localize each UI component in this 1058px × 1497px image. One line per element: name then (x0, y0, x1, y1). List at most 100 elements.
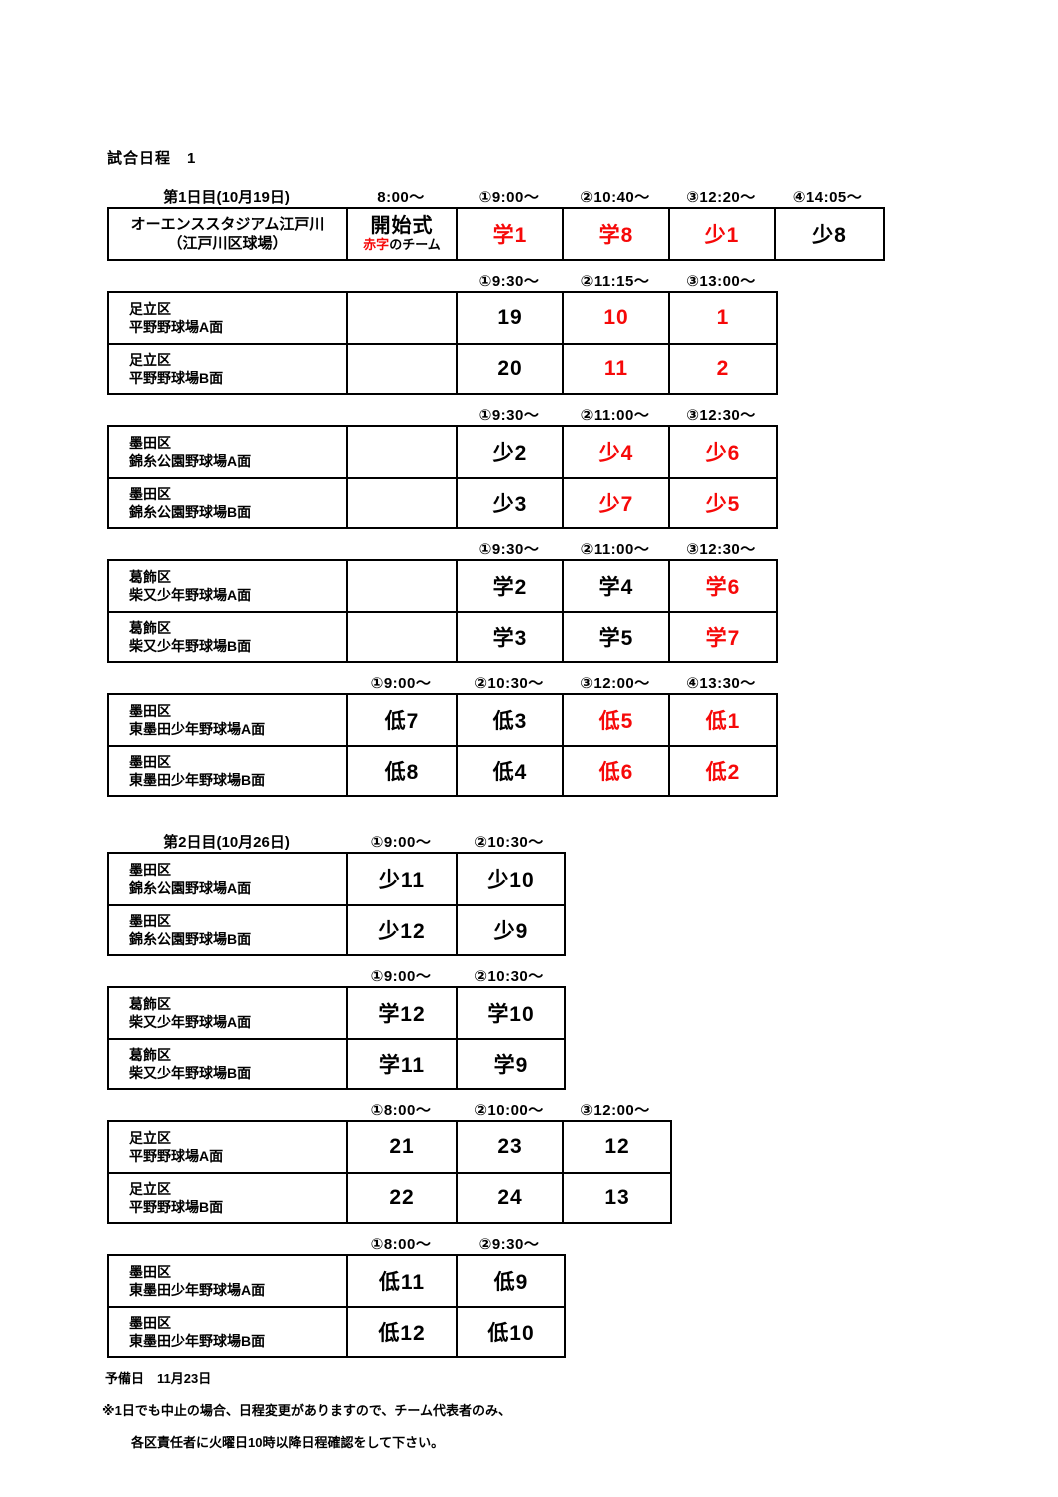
time-header-row: ①9:00～ ②10:30～ (107, 965, 566, 985)
match-cell: 低8 (348, 745, 458, 795)
match-cell: 少7 (564, 477, 670, 527)
match-cell: 少3 (458, 477, 564, 527)
match-cell: 学9 (458, 1038, 564, 1088)
venue-line: 錦糸公園野球場A面 (129, 880, 252, 896)
venue-cell: 葛飾区 柴又少年野球場A面 (109, 561, 348, 611)
sections: 第1日目(10月19日) 8:00～ ①9:00～ ②10:40～ ③12:20～ ④14… (107, 186, 1007, 1358)
match-cell: 23 (458, 1122, 564, 1172)
empty-cell (348, 611, 458, 661)
venue-cell: 墨田区 東墨田少年野球場A面 (109, 1256, 348, 1306)
venue-line: 葛飾区 (129, 619, 171, 636)
empty-cell (348, 293, 458, 343)
venue-cell: 墨田区錦糸公園野球場A面 (109, 854, 348, 904)
ceremony-subtitle-rest: のチーム (389, 237, 441, 253)
match-cell: 学11 (348, 1038, 458, 1088)
match-cell: 1 (716, 306, 730, 329)
time-label: ③12:00～ (580, 1102, 650, 1119)
venue-line: 足立区 (129, 300, 171, 317)
match-cell: 19 (458, 293, 564, 343)
venue-line: 墨田区 (129, 753, 171, 770)
time-label: ①9:30～ (478, 541, 540, 558)
ceremony-cell: 開始式 赤字のチーム (348, 209, 458, 259)
reserve-day-note: 予備日 11月23日 (105, 1371, 212, 1386)
venue-line: 東墨田少年野球場A面 (129, 721, 266, 737)
match-cell: 学2 (458, 561, 564, 611)
time-label: ①9:30～ (478, 407, 540, 424)
venue-cell: 墨田区 東墨田少年野球場A面 (109, 695, 348, 745)
venue-cell: オーエンススタジアム江戸川 （江戸川区球場） (109, 209, 348, 259)
match-cell: 低10 (458, 1306, 564, 1356)
match-cell: 少9 (458, 904, 564, 954)
schedule-table: 墨田区 東墨田少年野球場A面 低11 低9 墨田区 東墨田少年野球場B面 低12 低10 (107, 1254, 566, 1358)
schedule-table: 墨田区 錦糸公園野球場A面 少2 少4 少6 墨田区 錦糸公園野球場B面 少3 少7 少5 (107, 425, 778, 529)
time-header-row: ①8:00～ ②10:00～ ③12:00～ (107, 1099, 672, 1119)
day-label: 第2日目(10月26日) (163, 834, 290, 851)
match-cell: 学6 (705, 576, 741, 599)
empty-cell (348, 477, 458, 527)
match-cell: 少2 (458, 427, 564, 477)
venue-line: 平野野球場A面 (129, 1148, 224, 1164)
time-label: ②11:00～ (580, 407, 650, 424)
match-cell: 20 (458, 343, 564, 393)
venue-line: （江戸川区球場） (167, 235, 288, 252)
match-cell: 低7 (348, 695, 458, 745)
schedule-section: ①8:00～ ②9:30～ 墨田区 東墨田少年野球場A面 低11 低9 墨田区 東墨田少年野球… (107, 1233, 566, 1358)
match-cell: 10 (564, 293, 670, 343)
match-cell: 少1 (670, 209, 776, 259)
match-cell: 学4 (564, 561, 670, 611)
venue-cell: 足立区平野野球場A面 (109, 293, 348, 343)
ceremony-subtitle-red: 赤字 (363, 237, 390, 253)
schedule-table: 足立区 平野野球場A面 19 10 1 足立区 平野野球場B面 20 11 2 (107, 291, 778, 395)
venue-cell: 墨田区東墨田少年野球場B面 (109, 745, 348, 795)
match-cell: 学7 (670, 611, 776, 661)
venue-line: 葛飾区 (129, 568, 171, 585)
empty-cell (348, 427, 458, 477)
venue-cell: 足立区 平野野球場B面 (109, 1172, 348, 1222)
time-label: ①8:00～ (370, 1236, 432, 1253)
time-header-row: ①9:30～ ②11:00～ ③12:30～ (107, 404, 778, 424)
time-header-row: 第1日目(10月19日) 8:00～ ①9:00～ ②10:40～ ③12:20～ ④14… (107, 186, 885, 206)
match-cell: 12 (604, 1135, 630, 1158)
schedule-table: オーエンススタジアム江戸川 （江戸川区球場） 開始式 赤字のチーム 学1 学8 少1 少8 (107, 207, 885, 261)
match-cell: 低4 (458, 745, 564, 795)
match-cell: 学5 (564, 611, 670, 661)
match-cell: 低2 (670, 745, 776, 795)
match-cell: 低12 (348, 1306, 458, 1356)
time-header-row: 第2日目(10月26日) ①9:00～ ②10:30～ (107, 831, 566, 851)
match-cell: 21 (348, 1122, 458, 1172)
venue-line: 葛飾区 (129, 995, 171, 1012)
venue-line: 墨田区 (129, 1263, 171, 1280)
match-cell: 13 (564, 1172, 670, 1222)
time-label: ②10:30～ (474, 968, 544, 985)
venue-cell: 足立区 平野野球場A面 (109, 1122, 348, 1172)
venue-line: 平野野球場A面 (129, 319, 224, 335)
venue-line: 東墨田少年野球場B面 (129, 1333, 266, 1349)
match-cell: 少11 (348, 854, 458, 904)
empty-cell (348, 343, 458, 393)
venue-line: 東墨田少年野球場B面 (129, 772, 266, 788)
match-cell: 学12 (348, 988, 458, 1038)
day-label: 第1日目(10月19日) (163, 189, 290, 206)
venue-line: 墨田区 (129, 1314, 171, 1331)
match-cell: 学10 (487, 1003, 535, 1026)
venue-line: 錦糸公園野球場B面 (129, 504, 252, 520)
time-label: ③12:20～ (686, 189, 756, 206)
time-label: ④13:30～ (686, 675, 756, 692)
venue-line: 墨田区 (129, 861, 171, 878)
match-cell: 24 (458, 1172, 564, 1222)
venue-line: 墨田区 (129, 912, 171, 929)
time-label: ①9:00～ (370, 675, 432, 692)
time-label: ③12:00～ (580, 675, 650, 692)
match-cell: 少4 (564, 427, 670, 477)
venue-cell: 葛飾区 柴又少年野球場B面 (109, 611, 348, 661)
time-header-row: ①9:00～ ②10:30～ ③12:00～ ④13:30～ (107, 672, 778, 692)
empty-cell (348, 561, 458, 611)
schedule-section: 第2日目(10月26日) ①9:00～ ②10:30～ 墨田区 錦糸公園野球場A面 少11… (107, 831, 566, 956)
schedule-section: ①8:00～ ②10:00～ ③12:00～ 足立区 平野野球場A面 21 23 12 足立区平… (107, 1099, 672, 1224)
schedule-document: 試合日程 1 第1日目(10月19日) 8:00～ ①9:00～ ②10:40～ ③12… (102, 147, 1007, 1451)
match-cell: 低5 (564, 695, 670, 745)
time-label: ①9:30～ (478, 273, 540, 290)
venue-line: 墨田区 (129, 434, 171, 451)
venue-cell: 墨田区東墨田少年野球場B面 (109, 1306, 348, 1356)
match-cell: 学1 (458, 209, 564, 259)
